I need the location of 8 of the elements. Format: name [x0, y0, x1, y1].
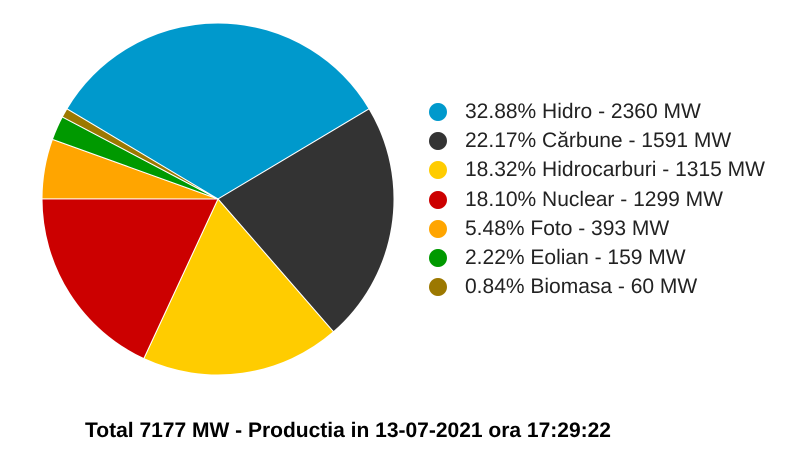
legend-label: 18.32% Hidrocarburi - 1315 MW [465, 158, 765, 182]
legend-label: 32.88% Hidro - 2360 MW [465, 100, 701, 124]
legend-label: 18.10% Nuclear - 1299 MW [465, 188, 723, 212]
legend-label: 22.17% Cărbune - 1591 MW [465, 129, 732, 154]
legend-label: 5.48% Foto - 393 MW [465, 216, 670, 241]
text: Total 7177 MW - Productia in 13-07-2021 ora 17:29:22 [85, 419, 611, 443]
legend-label: 0.84% Biomasa - 60 MW [465, 275, 698, 300]
legend-label: 2.22% Eolian - 159 MW [465, 246, 686, 270]
